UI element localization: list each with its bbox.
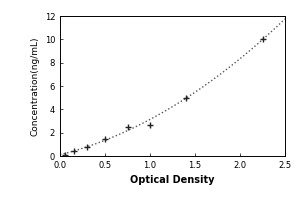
- X-axis label: Optical Density: Optical Density: [130, 175, 215, 185]
- Y-axis label: Concentration(ng/mL): Concentration(ng/mL): [30, 36, 39, 136]
